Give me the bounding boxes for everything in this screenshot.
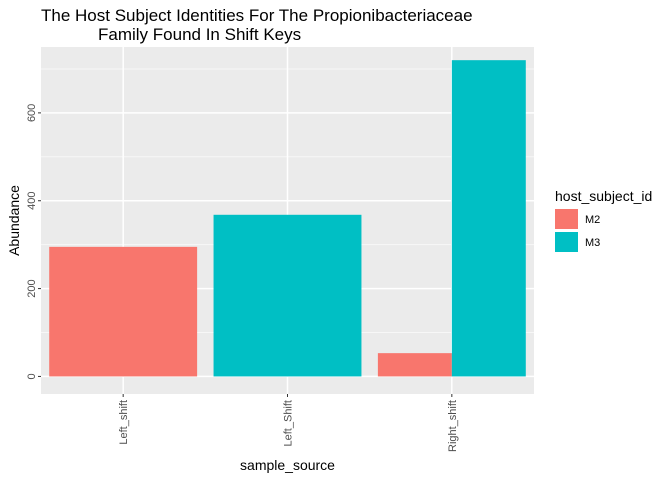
bars bbox=[49, 60, 526, 377]
bar-M3-Right_shift bbox=[451, 60, 526, 377]
y-tick-label: 400 bbox=[26, 192, 38, 210]
bar-M2-Left_shift bbox=[49, 246, 198, 377]
x-axis-ticks: Left_shift Left_Shift Right_shift bbox=[118, 394, 459, 452]
legend-title: host_subject_id bbox=[555, 188, 652, 204]
legend-key-M2 bbox=[555, 209, 578, 229]
x-axis-title: sample_source bbox=[240, 457, 335, 473]
bar-M3-Left_Shift bbox=[213, 214, 362, 377]
bar-M2-Right_shift bbox=[377, 353, 452, 377]
y-tick-label: 0 bbox=[26, 373, 38, 379]
legend-label-M2: M2 bbox=[585, 214, 600, 226]
x-tick-label: Left_Shift bbox=[283, 400, 295, 446]
x-tick-label: Left_shift bbox=[118, 400, 130, 445]
y-tick-label: 600 bbox=[26, 104, 38, 122]
legend-key-M3 bbox=[555, 232, 578, 252]
chart-title-line-2: Family Found In Shift Keys bbox=[98, 25, 301, 44]
y-tick-label: 200 bbox=[26, 279, 38, 297]
x-tick-label: Right_shift bbox=[447, 400, 459, 452]
y-axis-title: Abundance bbox=[6, 185, 22, 256]
legend: host_subject_id M2 M3 bbox=[555, 188, 652, 252]
legend-label-M3: M3 bbox=[585, 237, 600, 249]
chart-title-line-1: The Host Subject Identities For The Prop… bbox=[41, 6, 473, 25]
y-axis-ticks: 0 200 400 600 bbox=[26, 104, 41, 379]
